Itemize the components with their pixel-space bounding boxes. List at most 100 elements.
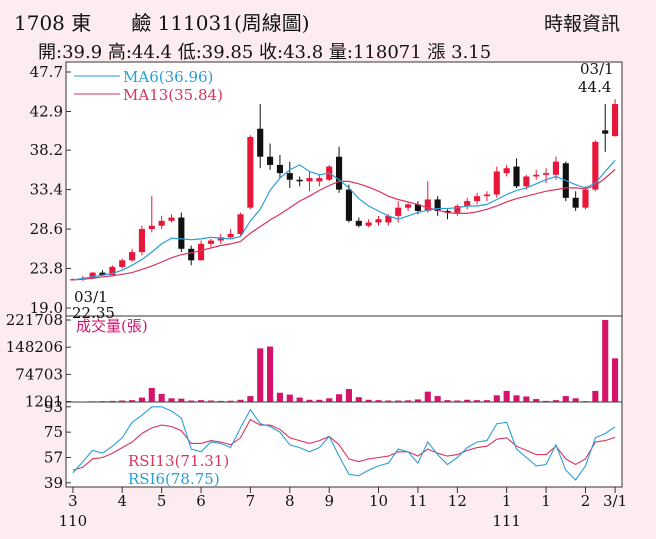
volume-bar <box>523 396 529 402</box>
candle-body <box>395 208 401 216</box>
candle-body <box>267 157 273 165</box>
volume-bar <box>395 401 401 402</box>
volume-bar <box>306 400 312 402</box>
volume-bar <box>198 400 204 402</box>
candle-body <box>198 244 204 260</box>
volume-bar <box>513 395 519 402</box>
volume-bar <box>139 398 145 402</box>
volume-bar <box>543 401 549 402</box>
candle-body <box>573 198 579 208</box>
price-tick-label: 38.2 <box>30 141 63 159</box>
candle-body <box>474 196 480 201</box>
rsi-tick-label: 75 <box>44 423 63 441</box>
volume-bar <box>188 401 194 402</box>
legend-ma6: MA6(36.96) <box>123 68 213 86</box>
x-tick-label: 3 <box>68 492 78 510</box>
candle-body <box>533 175 539 177</box>
volume-bar <box>385 401 391 402</box>
candle-body <box>149 226 155 229</box>
rsi-tick-label: 39 <box>44 474 63 492</box>
x-year-label: 110 <box>59 512 88 530</box>
volume-bar <box>474 400 480 402</box>
source-label: 時報資訊 <box>544 13 620 35</box>
volume-bar <box>208 401 214 402</box>
legend-ma13: MA13(35.84) <box>123 86 223 104</box>
volume-bar <box>178 399 184 402</box>
x-tick-label: 10 <box>369 492 388 510</box>
volume-bar <box>237 400 243 402</box>
high-annotation-value: 44.4 <box>578 78 611 96</box>
candle-body <box>168 218 174 221</box>
candle-body <box>316 178 322 181</box>
volume-bar <box>612 358 618 402</box>
candle-body <box>356 221 362 226</box>
x-tick-label: 7 <box>246 492 256 510</box>
candle-body <box>523 176 529 186</box>
volume-bar <box>415 399 421 402</box>
candle-body <box>484 195 490 197</box>
candle-body <box>129 252 135 260</box>
volume-bar <box>375 400 381 402</box>
x-tick-label: 11 <box>408 492 427 510</box>
candle-body <box>139 229 145 252</box>
volume-bar <box>454 401 460 402</box>
candle-body <box>159 221 165 226</box>
volume-bar <box>444 400 450 402</box>
volume-bar <box>129 400 135 402</box>
volume-bar <box>425 392 431 402</box>
volume-bar <box>592 391 598 402</box>
volume-bar <box>287 395 293 402</box>
volume-bar <box>119 401 125 402</box>
volume-bar <box>228 401 234 402</box>
x-tick-label: 2 <box>581 492 591 510</box>
x-tick-label: 4 <box>117 492 127 510</box>
candle-body <box>287 173 293 180</box>
volume-bar <box>90 401 96 402</box>
volume-tick-label: 74703 <box>15 365 63 383</box>
candle-body <box>464 201 470 206</box>
price-y-axis: 47.742.938.233.428.623.819.0 <box>30 63 71 317</box>
summary-line: 開:39.9 高:44.4 低:39.85 收:43.8 量:118071 漲 … <box>38 42 491 63</box>
candle-body <box>513 167 519 187</box>
legend-rsi6: RSI6(78.75) <box>128 470 220 488</box>
candle-body <box>494 171 500 194</box>
price-tick-label: 42.9 <box>30 102 63 120</box>
price-tick-label: 28.6 <box>30 220 63 238</box>
x-tick-label: 9 <box>324 492 334 510</box>
chart-title: 1708 東 鹼 111031(周線圖) <box>14 11 310 35</box>
volume-bar <box>504 391 510 402</box>
candle-body <box>228 234 234 237</box>
volume-bar <box>346 389 352 402</box>
volume-bar <box>533 399 539 402</box>
volume-bar <box>316 400 322 402</box>
volume-bar <box>168 398 174 402</box>
volume-bar <box>218 401 224 402</box>
volume-bar <box>582 401 588 402</box>
volume-bar <box>109 401 115 402</box>
volume-bar <box>267 347 273 402</box>
candle-body <box>612 104 618 136</box>
volume-bar <box>99 401 105 402</box>
candle-body <box>297 180 303 182</box>
x-tick-label: 1 <box>541 492 551 510</box>
volume-bar <box>494 395 500 402</box>
volume-tick-label: 221708 <box>6 311 63 329</box>
volume-bar <box>257 348 263 402</box>
x-year-label: 111 <box>492 512 521 530</box>
price-tick-label: 23.8 <box>30 260 63 278</box>
volume-label: 成交量(張) <box>76 317 148 335</box>
volume-bar <box>573 398 579 402</box>
volume-bar <box>553 400 559 402</box>
volume-bar <box>484 400 490 402</box>
volume-bar <box>336 394 342 402</box>
volume-bar <box>464 400 470 402</box>
volume-bar <box>247 396 253 402</box>
candle-body <box>543 173 549 175</box>
candle-body <box>178 218 184 249</box>
volume-bar <box>405 400 411 402</box>
candle-body <box>553 162 559 175</box>
candle-body <box>375 219 381 222</box>
